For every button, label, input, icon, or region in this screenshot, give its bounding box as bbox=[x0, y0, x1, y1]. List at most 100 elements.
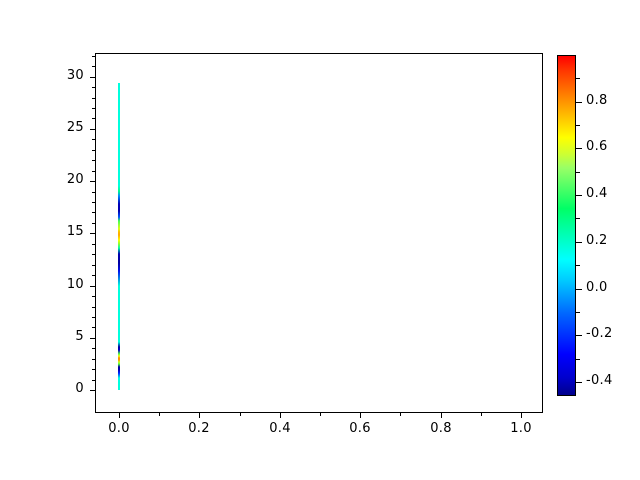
y-axis-tick-label: 0 bbox=[75, 381, 84, 396]
data-point-segment bbox=[118, 195, 120, 205]
y-axis-minor-tick bbox=[92, 223, 95, 224]
x-axis-major-tick bbox=[119, 413, 120, 418]
x-axis-tick-label: 1.0 bbox=[510, 421, 532, 436]
plot-data-area bbox=[95, 53, 543, 413]
data-point-segment bbox=[118, 254, 120, 263]
colorbar-minor-tick bbox=[576, 78, 580, 79]
data-point-segment bbox=[118, 383, 120, 391]
y-axis-minor-tick bbox=[92, 150, 95, 151]
y-axis-major-tick bbox=[90, 390, 95, 391]
data-point-segment bbox=[118, 359, 120, 362]
y-axis-minor-tick bbox=[92, 317, 95, 318]
y-axis-minor-tick bbox=[92, 265, 95, 266]
colorbar-minor-tick bbox=[576, 359, 580, 360]
y-axis-major-tick bbox=[90, 129, 95, 130]
data-point-segment bbox=[118, 347, 120, 351]
data-point-segment bbox=[118, 306, 120, 328]
data-point-segment bbox=[118, 270, 120, 286]
data-point-segment bbox=[118, 247, 120, 255]
data-point-segment bbox=[118, 139, 120, 171]
colorbar-minor-tick bbox=[576, 265, 580, 266]
data-point-segment bbox=[118, 350, 120, 354]
x-axis-minor-tick bbox=[159, 413, 160, 416]
data-point-segment bbox=[118, 353, 120, 356]
y-axis-minor-tick bbox=[92, 254, 95, 255]
y-axis-tick-label: 30 bbox=[66, 68, 84, 83]
plot-axes-frame bbox=[95, 53, 543, 413]
y-axis-major-tick bbox=[90, 233, 95, 234]
x-axis-major-tick bbox=[360, 413, 361, 418]
y-axis-minor-tick bbox=[92, 369, 95, 370]
colorbar-tick-label: 0.8 bbox=[586, 93, 608, 108]
y-axis-major-tick bbox=[90, 77, 95, 78]
y-axis-minor-tick bbox=[92, 307, 95, 308]
colorbar-tick-label: 0.0 bbox=[586, 280, 608, 295]
y-axis-minor-tick bbox=[92, 108, 95, 109]
colorbar-gradient bbox=[558, 56, 575, 395]
x-axis-major-tick bbox=[521, 413, 522, 418]
y-axis-minor-tick bbox=[92, 87, 95, 88]
data-point-segment bbox=[118, 190, 120, 196]
data-point-segment bbox=[118, 342, 120, 348]
data-point-segment bbox=[118, 186, 120, 191]
colorbar-minor-tick bbox=[576, 218, 580, 219]
y-axis-minor-tick bbox=[92, 359, 95, 360]
x-axis-tick-label: 0.6 bbox=[349, 421, 371, 436]
data-point-segment bbox=[118, 204, 120, 212]
data-point-segment bbox=[118, 262, 120, 271]
x-axis-minor-tick bbox=[240, 413, 241, 416]
data-point-segment bbox=[118, 327, 120, 343]
colorbar-major-tick bbox=[576, 289, 582, 290]
colorbar-major-tick bbox=[576, 242, 582, 243]
colorbar-tick-label: -0.4 bbox=[586, 373, 613, 388]
y-axis-minor-tick bbox=[92, 296, 95, 297]
y-axis-minor-tick bbox=[92, 160, 95, 161]
data-point-segment bbox=[118, 373, 120, 378]
data-point-segment bbox=[118, 357, 120, 360]
y-axis-minor-tick bbox=[92, 202, 95, 203]
y-axis-minor-tick bbox=[92, 348, 95, 349]
data-point-segment bbox=[118, 229, 120, 233]
colorbar[interactable] bbox=[557, 55, 576, 396]
data-point-segment bbox=[118, 355, 120, 358]
data-point-segment bbox=[118, 82, 120, 88]
y-axis-minor-tick bbox=[92, 192, 95, 193]
y-axis-minor-tick bbox=[92, 380, 95, 381]
data-point-segment bbox=[118, 243, 120, 248]
data-point-segment bbox=[118, 170, 120, 187]
y-axis-major-tick bbox=[90, 181, 95, 182]
data-point-segment bbox=[118, 107, 120, 140]
y-axis-tick-label: 15 bbox=[66, 224, 84, 239]
x-axis-tick-label: 0.4 bbox=[269, 421, 291, 436]
data-point-segment bbox=[118, 361, 120, 364]
data-point-segment bbox=[118, 232, 120, 236]
colorbar-minor-tick bbox=[576, 312, 580, 313]
colorbar-minor-tick bbox=[576, 172, 580, 173]
y-axis-minor-tick bbox=[92, 212, 95, 213]
y-axis-minor-tick bbox=[92, 244, 95, 245]
colorbar-tick-label: -0.2 bbox=[586, 326, 613, 341]
data-point-segment bbox=[118, 370, 120, 374]
x-axis-minor-tick bbox=[320, 413, 321, 416]
y-axis-minor-tick bbox=[92, 56, 95, 57]
colorbar-minor-tick bbox=[576, 125, 580, 126]
y-axis-tick-label: 10 bbox=[66, 277, 84, 292]
y-axis-minor-tick bbox=[92, 98, 95, 99]
y-axis-minor-tick bbox=[92, 118, 95, 119]
y-axis-minor-tick bbox=[92, 66, 95, 67]
y-axis-major-tick bbox=[90, 338, 95, 339]
data-column-series[interactable] bbox=[118, 82, 120, 391]
y-axis-minor-tick bbox=[92, 139, 95, 140]
data-point-segment bbox=[118, 285, 120, 307]
data-point-segment bbox=[118, 211, 120, 217]
x-axis-tick-label: 0.2 bbox=[188, 421, 210, 436]
x-axis-major-tick bbox=[441, 413, 442, 418]
data-point-segment bbox=[118, 377, 120, 384]
colorbar-tick-label: 0.6 bbox=[586, 139, 608, 154]
data-point-segment bbox=[118, 216, 120, 221]
y-axis-minor-tick bbox=[92, 275, 95, 276]
x-axis-minor-tick bbox=[481, 413, 482, 416]
data-point-segment bbox=[118, 225, 120, 230]
y-axis-major-tick bbox=[90, 286, 95, 287]
